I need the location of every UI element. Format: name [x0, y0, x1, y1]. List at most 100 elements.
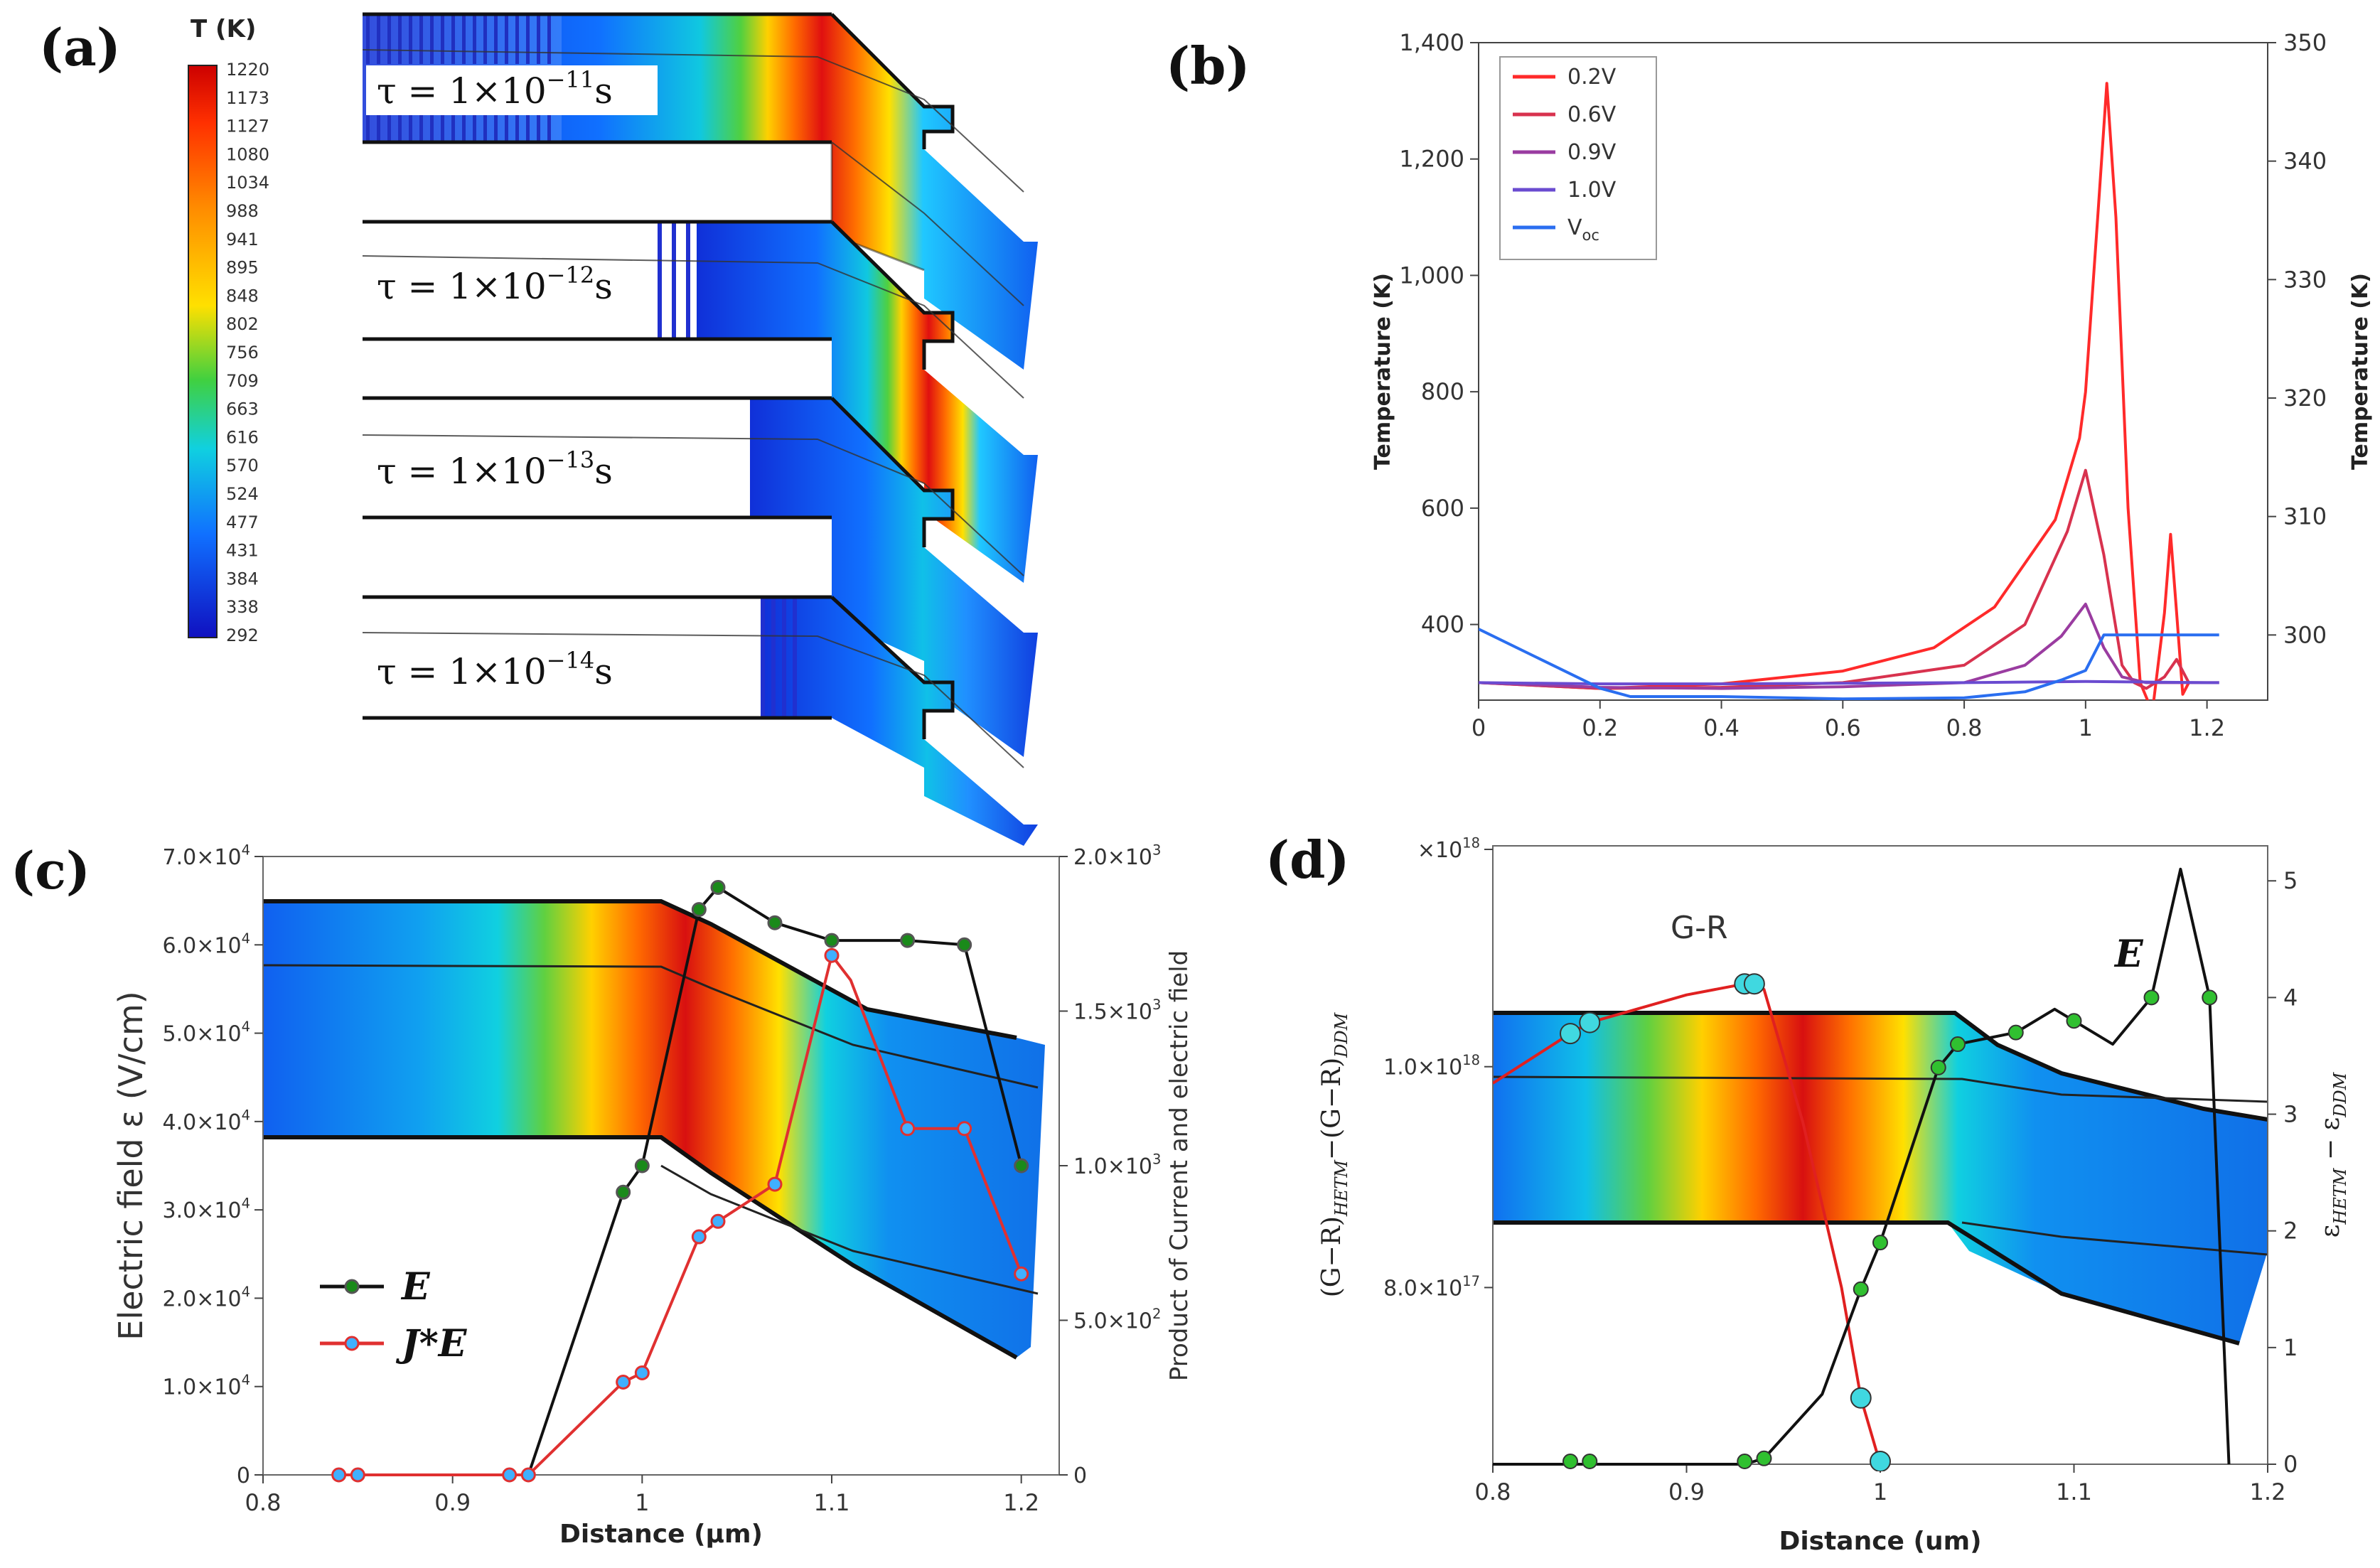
panel-d: 0.8 0.9 1 1.1 1.2 Distance (um) 8.0×1017 1.0×10… — [1317, 835, 2350, 1557]
legend-label: E — [400, 1265, 431, 1309]
panel-c: 0.8 0.9 1 1.1 1.2 Distance (μm) 0 1.0×104 2.0×10… — [112, 842, 1194, 1550]
colorbar-tick-label: 756 — [226, 343, 259, 363]
y-right-tick-label: 2 — [2283, 1218, 2298, 1245]
stripe — [515, 14, 519, 64]
panel-a: T (K) 1220 1173 1127 1080 1034 988 941 895 848 80… — [188, 12, 1038, 846]
data-point — [616, 1375, 631, 1390]
y-axis-label: (G−R)HETM−(G−R)DDM — [1317, 1011, 1351, 1297]
panel-b: 0 0.2 0.4 0.6 0.8 1 1.2 400 600 800 1,000 1,200 1,40… — [1371, 29, 2373, 741]
y-right-tick-label: 1.0×103 — [1073, 1151, 1161, 1180]
stripe — [430, 114, 434, 142]
colorbar-tick-label: 802 — [226, 314, 259, 334]
y-tick-label: 1.0×1018 — [1383, 1052, 1480, 1080]
stripe — [409, 114, 412, 142]
stripe — [547, 14, 551, 64]
device-edge — [263, 899, 1017, 1040]
y-tick-label: 3.0×104 — [163, 1196, 250, 1224]
stripe — [366, 114, 370, 142]
x-tick-label: 1 — [1873, 1478, 1887, 1505]
stripe — [672, 222, 676, 339]
y-right-axis-label: Temperature (K) — [2348, 273, 2373, 470]
stripe — [419, 114, 423, 142]
y-tick-label: 4.0×104 — [163, 1107, 250, 1135]
data-point — [824, 947, 840, 963]
panel-label-c: (c) — [11, 840, 90, 901]
y-tick-label: 8.0×1017 — [1383, 1273, 1480, 1301]
colorbar-tick-label: 616 — [226, 427, 259, 447]
x-tick-label: 1 — [2079, 714, 2093, 741]
stripe — [483, 14, 487, 64]
y-right-tick-label: 320 — [2283, 385, 2327, 412]
stripe — [537, 14, 540, 64]
y-tick-label: 400 — [1421, 611, 1464, 638]
tau-label-box-1 — [366, 65, 658, 115]
data-point — [1743, 973, 1765, 995]
y-right-tick-label: 300 — [2283, 621, 2327, 648]
colorbar-tick-label: 1173 — [226, 88, 269, 108]
device-line — [1961, 1221, 2268, 1256]
series-line-06V — [1479, 468, 2190, 690]
x-tick-label: 1 — [635, 1489, 649, 1516]
tau-label-4: τ = 1×10−14s — [377, 647, 613, 692]
x-tick-label: 1.2 — [1003, 1489, 1039, 1516]
stripe — [377, 114, 380, 142]
legend-marker — [344, 1336, 360, 1351]
y-tick-label: 1,200 — [1399, 146, 1464, 173]
x-tick-label: 1.2 — [2250, 1478, 2286, 1505]
x-tick-label: 0.8 — [1946, 714, 1983, 741]
y-right-tick-label: 5.0×102 — [1073, 1306, 1161, 1334]
stripe — [782, 597, 786, 718]
series-line-02V — [1479, 82, 2190, 700]
panel-label-b: (b) — [1166, 36, 1250, 96]
device-strip-4: τ = 1×10−14s — [362, 595, 1038, 846]
data-point — [957, 937, 972, 952]
x-tick-label: 0.6 — [1825, 714, 1861, 741]
stripe — [547, 114, 551, 142]
stripe — [366, 14, 370, 64]
y-right-tick-label: 310 — [2283, 503, 2327, 530]
colorbar-tick-label: 477 — [226, 512, 259, 532]
colorbar-tick-label: 1034 — [226, 173, 269, 193]
data-point — [616, 1184, 631, 1200]
y-tick-label: ×1018 — [1417, 835, 1480, 864]
x-tick-label: 1.1 — [2056, 1478, 2092, 1505]
series-line-09V — [1479, 602, 2219, 690]
y-tick-label: 5.0×104 — [163, 1019, 250, 1047]
stripe — [526, 114, 530, 142]
y-tick-label: 1,000 — [1399, 262, 1464, 289]
data-point — [1853, 1281, 1869, 1297]
colorbar-tick-label: 709 — [226, 371, 259, 391]
stripe — [398, 14, 402, 64]
device-background — [1493, 1013, 2268, 1343]
y-right-axis-label: εHETM − εDDM — [2316, 1071, 2350, 1237]
stripe — [658, 222, 662, 339]
y-tick-label: 6.0×104 — [163, 930, 250, 959]
stripe — [451, 114, 455, 142]
plot-frame — [1478, 42, 2268, 701]
data-point — [2066, 1013, 2082, 1029]
tau-label-2: τ = 1×10−12s — [377, 262, 613, 307]
stripe — [537, 114, 540, 142]
legend-label: 0.9V — [1567, 140, 1617, 165]
panel-label-a: (a) — [39, 17, 121, 77]
x-axis-label: Distance (um) — [1779, 1527, 1981, 1556]
y-tick-label: 0 — [237, 1464, 250, 1488]
data-point — [2008, 1024, 2024, 1041]
y-right-tick-label: 1.5×103 — [1073, 997, 1161, 1025]
data-point — [824, 933, 840, 948]
stripe — [462, 114, 466, 142]
legend-label: J*E — [395, 1322, 468, 1365]
legend-label: 1.0V — [1567, 178, 1617, 203]
device-line — [1492, 1075, 2268, 1103]
stripe — [686, 222, 690, 339]
stripe — [387, 14, 391, 64]
colorbar-tick-label: 988 — [226, 201, 259, 221]
colorbar-tick-label: 848 — [226, 286, 259, 306]
x-axis-label: Distance (μm) — [559, 1520, 763, 1549]
y-right-tick-label: 1 — [2283, 1334, 2298, 1361]
y-tick-label: 1.0×104 — [163, 1372, 250, 1400]
legend-label: Voc — [1567, 215, 1599, 244]
data-point — [634, 1158, 650, 1174]
annotation-gr: G-R — [1671, 910, 1728, 946]
